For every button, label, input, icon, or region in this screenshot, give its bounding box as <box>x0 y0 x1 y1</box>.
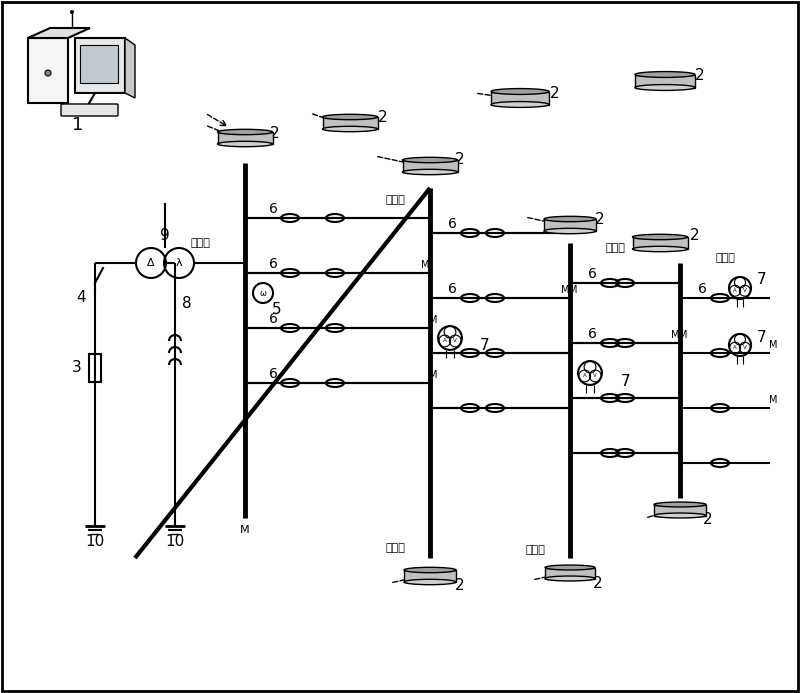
Ellipse shape <box>322 126 378 132</box>
Text: 6: 6 <box>587 267 597 281</box>
Ellipse shape <box>635 85 695 90</box>
Text: V: V <box>454 338 457 344</box>
Text: 7: 7 <box>621 374 631 389</box>
Text: M: M <box>240 525 250 535</box>
Text: 2: 2 <box>703 513 713 527</box>
Text: 5: 5 <box>272 303 282 317</box>
Ellipse shape <box>404 568 456 572</box>
Circle shape <box>70 10 74 14</box>
Text: 開閉所: 開閉所 <box>385 195 405 205</box>
Text: 変電站: 変電站 <box>190 238 210 248</box>
Text: M: M <box>678 330 687 340</box>
Text: 7: 7 <box>757 329 767 344</box>
Text: V: V <box>743 288 746 293</box>
Text: 配電站: 配電站 <box>605 243 625 253</box>
Ellipse shape <box>545 565 595 570</box>
Ellipse shape <box>633 234 687 240</box>
Text: λ: λ <box>176 258 182 268</box>
Text: A: A <box>583 374 586 378</box>
Ellipse shape <box>491 89 549 94</box>
Bar <box>89 354 101 382</box>
Ellipse shape <box>322 114 378 120</box>
Text: 1: 1 <box>72 116 84 134</box>
Circle shape <box>45 70 51 76</box>
Text: M: M <box>561 285 570 295</box>
Bar <box>402 160 458 172</box>
Ellipse shape <box>218 130 273 134</box>
Text: 2: 2 <box>695 67 705 82</box>
Text: 7: 7 <box>480 337 490 353</box>
Ellipse shape <box>654 502 706 507</box>
Text: 2: 2 <box>593 575 603 590</box>
Text: M: M <box>429 370 438 380</box>
Bar <box>635 75 695 87</box>
Ellipse shape <box>654 513 706 518</box>
Text: 2: 2 <box>378 110 388 125</box>
Bar <box>404 570 456 582</box>
Ellipse shape <box>402 169 458 175</box>
Ellipse shape <box>404 579 456 585</box>
Text: M: M <box>670 330 679 340</box>
Bar <box>491 91 549 105</box>
Text: V: V <box>594 374 597 378</box>
Text: 7: 7 <box>757 272 767 288</box>
FancyBboxPatch shape <box>61 104 118 116</box>
Text: 10: 10 <box>86 534 105 548</box>
Bar <box>544 219 596 231</box>
Bar <box>322 117 378 129</box>
Text: 6: 6 <box>269 202 278 216</box>
Text: 開閉所: 開閉所 <box>385 543 405 553</box>
Text: 2: 2 <box>455 579 465 593</box>
Text: 2: 2 <box>455 152 465 168</box>
Text: Δ: Δ <box>147 258 155 268</box>
Bar <box>545 568 595 579</box>
Text: 配電站: 配電站 <box>715 253 735 263</box>
Bar <box>633 237 687 249</box>
Text: 開閉所: 開閉所 <box>525 545 545 555</box>
Text: M: M <box>569 285 578 295</box>
Ellipse shape <box>218 141 273 147</box>
Bar <box>80 45 118 83</box>
Text: 4: 4 <box>76 290 86 306</box>
Text: 6: 6 <box>269 257 278 271</box>
Text: 9: 9 <box>160 227 170 243</box>
Text: A: A <box>734 345 737 350</box>
Text: M: M <box>421 260 430 270</box>
Text: ω: ω <box>259 288 266 297</box>
Text: A: A <box>443 338 446 344</box>
Text: 2: 2 <box>595 211 605 227</box>
Ellipse shape <box>544 228 596 234</box>
Polygon shape <box>75 38 125 93</box>
Text: 6: 6 <box>447 217 457 231</box>
Ellipse shape <box>402 157 458 163</box>
Text: 6: 6 <box>269 312 278 326</box>
Text: 10: 10 <box>166 534 185 548</box>
Text: 6: 6 <box>587 327 597 341</box>
Text: M: M <box>769 395 778 405</box>
Text: V: V <box>743 345 746 350</box>
Text: M: M <box>429 315 438 325</box>
Ellipse shape <box>491 102 549 107</box>
Text: 2: 2 <box>550 85 560 100</box>
Ellipse shape <box>544 216 596 222</box>
Ellipse shape <box>633 246 687 252</box>
Bar <box>218 132 273 144</box>
Text: 8: 8 <box>182 295 192 310</box>
Bar <box>654 505 706 516</box>
Text: 3: 3 <box>72 360 82 376</box>
Polygon shape <box>28 38 68 103</box>
Ellipse shape <box>635 71 695 78</box>
Text: 2: 2 <box>270 125 280 141</box>
Polygon shape <box>28 28 90 38</box>
Text: 6: 6 <box>698 282 706 296</box>
Text: M: M <box>769 340 778 350</box>
Text: 2: 2 <box>690 227 700 243</box>
Text: 6: 6 <box>269 367 278 381</box>
Polygon shape <box>125 38 135 98</box>
Ellipse shape <box>545 576 595 581</box>
Text: A: A <box>734 288 737 293</box>
Text: 6: 6 <box>447 282 457 296</box>
